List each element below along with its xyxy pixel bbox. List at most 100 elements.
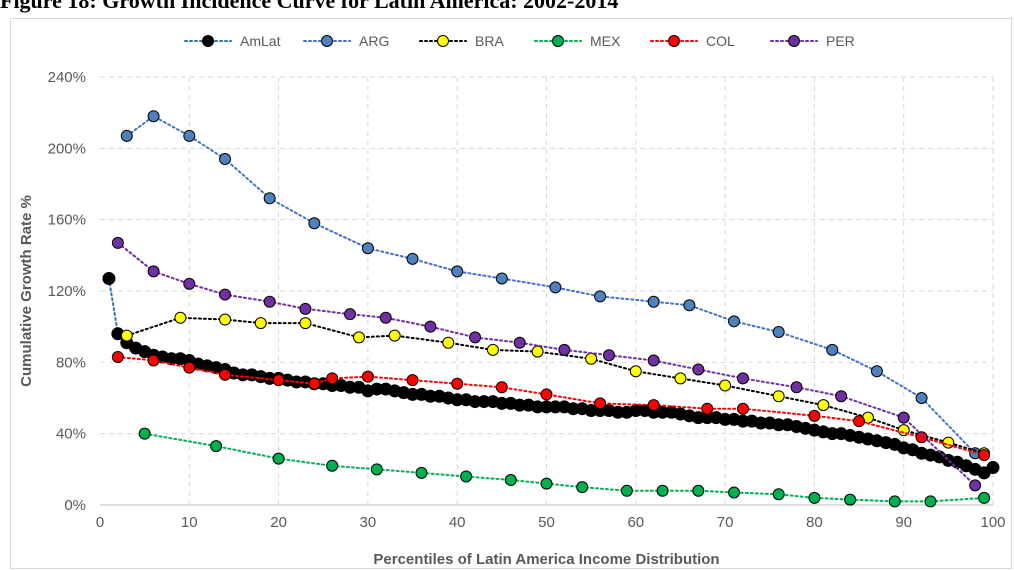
data-point [719,379,732,392]
data-point [540,477,553,490]
data-point [451,377,464,390]
legend-label: BRA [475,33,504,49]
legend-marker [552,35,564,47]
legend-item-amlat: AmLat [184,33,281,49]
data-point [147,265,160,278]
data-point [924,495,937,508]
data-point [111,350,124,363]
y-tick-label: 80% [56,354,86,371]
data-point [138,427,151,440]
data-point [808,491,821,504]
data-point [263,192,276,205]
data-point [299,317,312,330]
legend-marker [788,35,800,47]
data-point [978,449,991,462]
data-point [147,354,160,367]
data-point [111,236,124,249]
y-tick-label: 120% [48,283,86,300]
data-point [219,368,232,381]
x-tick-label: 20 [270,514,287,531]
data-point [558,343,571,356]
data-point [603,349,616,362]
data-point [352,331,365,344]
series-mex [138,427,991,508]
data-point [736,372,749,385]
y-tick-label: 240% [48,69,86,86]
legend-label: COL [706,33,735,49]
data-point [674,372,687,385]
x-axis-title: Percentiles of Latin America Income Dist… [373,551,719,568]
data-point [692,363,705,376]
legend-item-bra: BRA [419,33,504,49]
x-tick-label: 100 [980,514,1005,531]
data-point [379,311,392,324]
data-point [308,217,321,230]
data-point [790,381,803,394]
data-point [808,409,821,422]
data-point [629,365,642,378]
data-point [495,272,508,285]
series-per [111,236,982,492]
x-tick-label: 0 [96,514,104,531]
data-point [620,484,633,497]
series-arg [120,110,982,460]
data-point [540,388,553,401]
data-point [451,265,464,278]
data-point [701,402,714,415]
data-point [406,252,419,265]
data-point [183,361,196,374]
data-point [942,436,955,449]
data-point [219,153,232,166]
data-point [326,372,339,385]
data-point [120,129,133,142]
legend-item-arg: ARG [303,33,389,49]
data-point [870,365,883,378]
legend-marker [437,35,449,47]
legend-item-col: COL [650,33,735,49]
data-point [210,440,223,453]
data-point [647,295,660,308]
data-point [585,352,598,365]
data-point [692,484,705,497]
x-tick-label: 10 [181,514,198,531]
series-line [116,241,977,487]
data-point [969,479,982,492]
data-point [736,402,749,415]
series-line [125,115,977,455]
axes: 0 10 20 30 40 50 60 70 80 90 100 0% 40% 80% 120% 160% 20… [48,69,1006,531]
y-tick-label: 0% [64,497,86,514]
y-tick-label: 40% [56,426,86,443]
data-point [326,459,339,472]
legend-marker [668,35,680,47]
data-point [826,343,839,356]
data-point [647,399,660,412]
data-point [728,486,741,499]
data-point [647,354,660,367]
data-point [772,488,785,501]
data-point [594,290,607,303]
data-point [308,377,321,390]
data-point [361,370,374,383]
data-point [219,313,232,326]
data-point [120,329,133,342]
y-tick-label: 160% [48,212,86,229]
series-line [143,432,986,503]
legend-label: PER [826,33,855,49]
data-point [147,110,160,123]
data-point [299,302,312,315]
data-point [915,392,928,404]
legend-label: AmLat [240,33,281,49]
data-point [460,470,473,483]
x-tick-label: 70 [717,514,734,531]
x-tick-label: 40 [449,514,466,531]
data-point [888,495,901,508]
data-point [272,374,285,387]
data-point [817,399,830,412]
figure-title: Figure 18: Growth Incidence Curve for La… [0,0,619,13]
data-point [370,463,383,476]
data-point [683,299,696,312]
data-point [513,336,526,349]
data-point [263,295,276,308]
data-point [915,431,928,444]
data-point [469,331,482,344]
